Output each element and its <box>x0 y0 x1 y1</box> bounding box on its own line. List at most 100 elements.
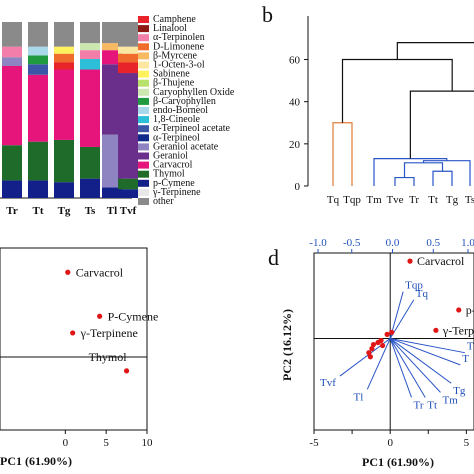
bar-segment <box>118 73 138 179</box>
dendrogram-leaf: Tq <box>327 194 340 206</box>
bar-segment <box>54 62 74 70</box>
bar-segment <box>54 182 74 198</box>
legend-label: β-Thujene <box>153 78 195 89</box>
legend-swatch <box>138 125 149 133</box>
legend-swatch <box>138 134 149 142</box>
pca-right-point <box>389 329 395 335</box>
bar-segment <box>28 141 48 181</box>
legend-swatch <box>138 25 149 33</box>
bar-segment <box>28 180 48 198</box>
bar-category-label: Tg <box>58 205 71 217</box>
pca-left-frame <box>0 247 148 431</box>
legend-swatch <box>138 97 149 105</box>
pca-right-bottom-tick-label: 0 <box>387 437 393 449</box>
pca-right-loading-vector <box>389 338 412 398</box>
bar-segment <box>80 50 100 59</box>
bar-segment <box>118 46 138 54</box>
pca-right-loading-vector <box>389 338 452 384</box>
legend-label: Geraniol acetate <box>153 141 219 152</box>
bar-segment <box>2 145 22 181</box>
bar-segment <box>80 146 100 179</box>
pca-right-point <box>366 350 372 356</box>
bar-segment <box>102 43 122 51</box>
pca-right-loading-label: Tt <box>427 399 437 411</box>
panel-letter-b: b <box>262 2 273 27</box>
pca-right-loading-label: T <box>467 341 474 353</box>
legend-swatch <box>138 188 149 196</box>
legend-swatch <box>138 161 149 169</box>
legend-label: α-Terpineol acetate <box>153 123 231 134</box>
legend-label: Sabinene <box>153 69 190 80</box>
bar-segment <box>2 22 22 47</box>
bar-category-label: Tr <box>6 205 18 217</box>
pca-right-loading-vector <box>389 338 426 398</box>
legend-swatch <box>138 198 149 205</box>
pca-right-top-tick-label: 0.0 <box>386 237 400 249</box>
pca-left-tick-label: 10 <box>142 437 154 449</box>
dendrogram-leaf: Tm <box>366 194 382 206</box>
pca-right-loading-label: Tq <box>416 288 429 300</box>
bar-segment <box>28 46 48 56</box>
legend-label: Carvacrol <box>153 160 193 171</box>
pca-right-frame <box>313 252 474 431</box>
legend-label: β-Caryophyllen <box>153 96 216 107</box>
bar-segment <box>118 178 138 190</box>
legend-label: Thymol <box>153 169 185 180</box>
pca-right-point <box>433 327 439 333</box>
dendrogram-tick-label: 0 <box>295 181 301 193</box>
legend-swatch <box>138 70 149 78</box>
dendrogram-blue-branch <box>432 170 453 186</box>
legend-label: 1,8-Cineole <box>153 114 200 125</box>
bar-segment <box>28 55 48 65</box>
pca-right-loading-label: Tg <box>453 385 466 397</box>
legend-swatch <box>138 43 149 51</box>
bar-category-label: Ts <box>85 205 96 217</box>
pca-left-point <box>123 368 130 374</box>
bar-segment <box>54 139 74 183</box>
pca-left-x-label: PC1 (61.90%) <box>0 454 72 468</box>
bar-segment <box>80 22 100 44</box>
pca-right-point-label: γ-Terpi <box>442 323 474 337</box>
bar-segment <box>28 74 48 142</box>
legend-label: β-Myrcene <box>153 50 198 61</box>
pca-left-x-ticks: 0 5 10 <box>63 430 153 449</box>
pca-left-point <box>65 269 71 275</box>
legend-swatch <box>138 79 149 87</box>
pca-left-point-label: P-Cymene <box>108 309 159 323</box>
pca-left-x-label-text: PC1 (61.90%) <box>0 454 72 468</box>
pca-right-point <box>456 307 462 313</box>
pca-left-tick-label: 0 <box>63 437 69 449</box>
pca-right-loading-label: T <box>462 353 469 365</box>
legend-label: α-Terpinolen <box>153 32 205 43</box>
pca-right-point <box>370 341 377 348</box>
dendrogram-black-branch <box>409 90 474 159</box>
bar-segment <box>118 189 138 198</box>
bar-category-label: Tt <box>33 205 44 217</box>
pca-scatter-left: 0 5 10 CarvacrolP-Cymeneγ-TerpineneThymol … <box>0 247 159 468</box>
legend-swatch <box>138 16 149 23</box>
pca-right-loading-vector <box>390 337 465 354</box>
pca-right-top-tick-label: 1.0 <box>461 237 474 249</box>
bar-segment <box>118 53 138 63</box>
pca-left-point <box>97 313 103 319</box>
legend-swatch <box>138 34 149 42</box>
pca-right-point <box>378 337 384 344</box>
bar-segment <box>80 58 100 70</box>
dendrogram-black-branch <box>396 42 474 60</box>
panel-letter-d: d <box>268 245 279 270</box>
legend-label: p-Cymene <box>153 178 195 189</box>
bar-segment <box>2 66 22 146</box>
pca-right-x-label: PC1 (61.90%) <box>362 455 434 469</box>
dendrogram-blue-branch <box>394 176 415 186</box>
pca-right-top-tick-label: -0.5 <box>343 237 361 249</box>
legend-label: α-Terpineol <box>153 132 200 143</box>
dendrogram-branches <box>332 42 474 186</box>
dendrogram-leaf: Ts <box>465 194 474 206</box>
dendrogram-tick-label: 40 <box>289 97 301 109</box>
pca-right-point <box>367 354 373 360</box>
dendrogram-tick-label: 20 <box>289 139 301 151</box>
legend-label: Caryophyllen Oxide <box>153 87 235 98</box>
